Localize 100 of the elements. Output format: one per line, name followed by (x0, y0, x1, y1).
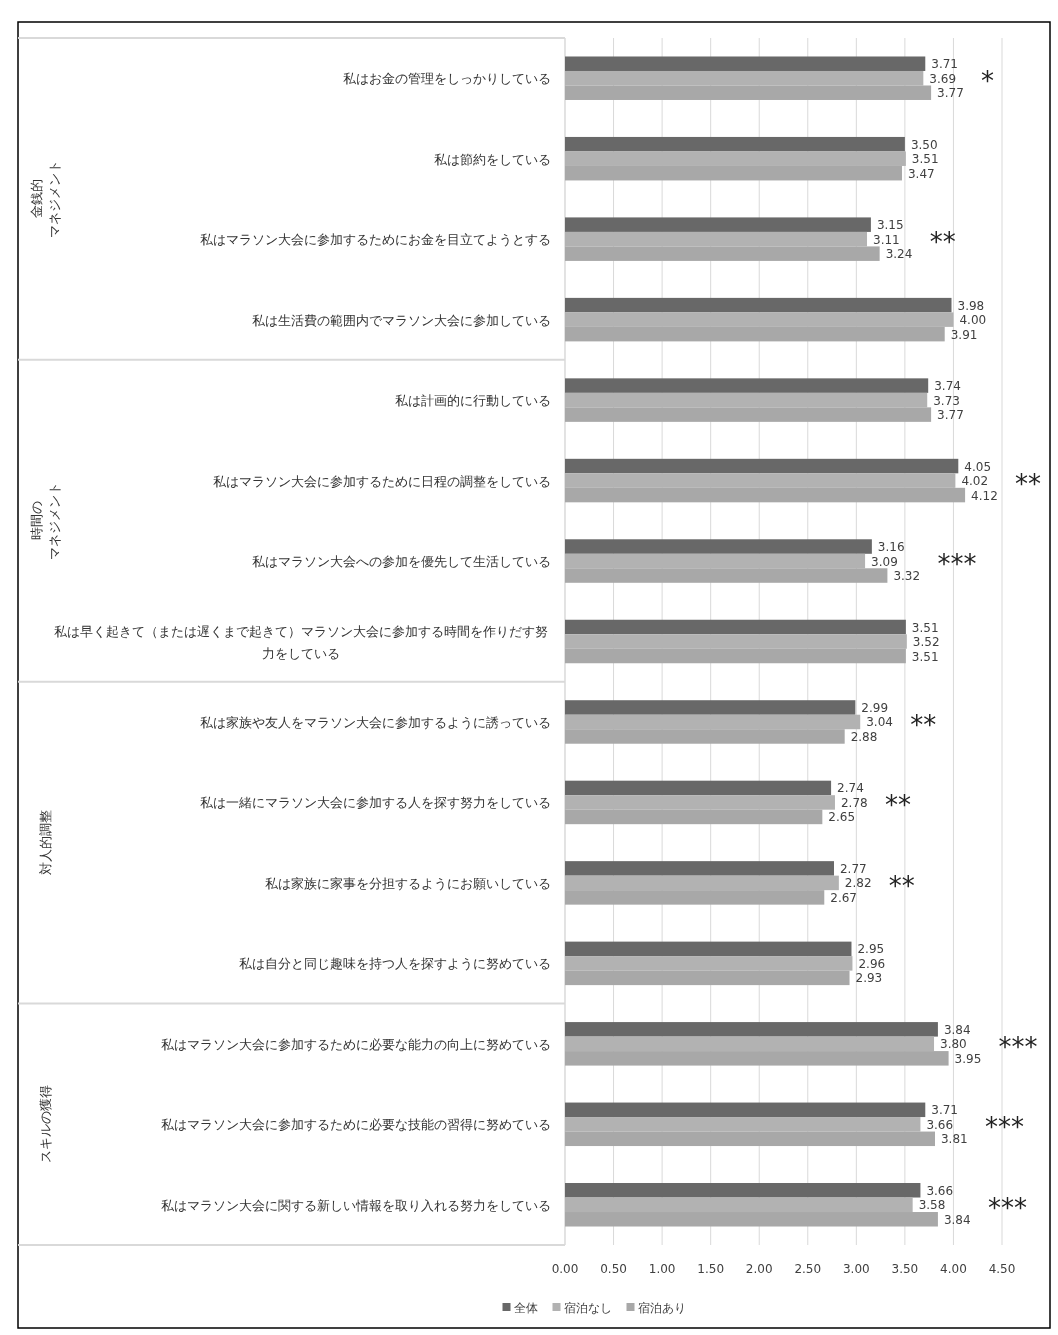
data-label: 3.66 (926, 1183, 954, 1198)
y-tick-label: 私はマラソン大会に参加するために必要な能力の向上に努めている (161, 1036, 551, 1052)
data-label: 3.09 (871, 554, 898, 569)
data-label: 4.02 (961, 474, 989, 489)
data-label: 3.04 (866, 715, 893, 730)
data-label: 3.15 (876, 218, 904, 233)
data-label: 3.69 (929, 71, 957, 86)
annotation: *** (987, 1192, 1027, 1223)
data-label: 2.78 (840, 795, 868, 810)
data-label: 3.51 (911, 620, 939, 635)
data-label: 2.74 (837, 781, 864, 796)
annotation: *** (937, 549, 977, 580)
data-label: 2.67 (830, 890, 858, 905)
bar (565, 1102, 926, 1118)
data-label: 3.32 (893, 569, 921, 584)
bar (565, 1022, 938, 1037)
annotation: *** (984, 1112, 1024, 1143)
x-tick-label: 3.50 (891, 1262, 919, 1276)
y-tick-label: 私は計画的に行動している (395, 393, 551, 409)
bar (565, 56, 926, 71)
data-label: 4.12 (971, 488, 998, 503)
data-label: 3.24 (885, 247, 913, 262)
data-label: 4.05 (964, 459, 992, 474)
y-tick-label: 私はマラソン大会に参加するために日程の調整をしている (213, 473, 551, 489)
data-label: 2.99 (861, 700, 889, 715)
data-label: 3.74 (934, 379, 961, 394)
data-label: 3.58 (918, 1198, 946, 1213)
annotation: *** (998, 1031, 1038, 1062)
data-label: 3.80 (940, 1037, 967, 1052)
legend-label: 宿泊なし (563, 1301, 612, 1315)
data-label: 2.88 (850, 729, 878, 744)
x-tick-label: 0.50 (600, 1262, 627, 1276)
data-label: 2.82 (844, 876, 872, 891)
data-label: 3.71 (931, 57, 958, 72)
data-label: 3.84 (943, 1022, 971, 1037)
x-tick-label: 0.00 (551, 1262, 579, 1276)
y-tick-label: 私はマラソン大会に参加するためにお金を目立てようとする (200, 232, 551, 248)
bar (565, 941, 852, 957)
data-label: 3.16 (877, 540, 905, 555)
x-tick-label: 3.00 (842, 1262, 870, 1276)
annotation: ** (888, 870, 915, 901)
data-label: 3.73 (933, 393, 960, 408)
data-label: 3.91 (950, 327, 978, 342)
data-label: 3.51 (911, 152, 939, 167)
bar (565, 136, 905, 152)
data-label: 3.98 (957, 298, 985, 313)
bar (565, 458, 959, 474)
data-label: 3.47 (907, 166, 935, 181)
legend-label: 宿泊あり (637, 1301, 686, 1315)
data-label: 3.11 (873, 232, 900, 247)
x-tick-label: 2.50 (794, 1262, 822, 1276)
bar (565, 700, 856, 715)
x-tick-label: 4.50 (988, 1262, 1016, 1276)
data-label: 3.95 (954, 1051, 982, 1066)
data-label: 3.77 (937, 86, 964, 101)
bar (565, 861, 834, 876)
y-tick-label: 私は家族や友人をマラソン大会に参加するように誘っている (200, 714, 551, 730)
data-label: 3.71 (931, 1103, 958, 1118)
annotation: * (981, 66, 995, 97)
y-tick-label: 私は早く起きて（または遅くまで起きて）マラソン大会に参加する時間を作りだす努力をしている (54, 623, 548, 661)
annotation: ** (884, 790, 911, 821)
data-label: 3.81 (940, 1132, 968, 1147)
data-label: 2.96 (858, 956, 886, 971)
data-label: 3.84 (943, 1212, 971, 1227)
data-label: 2.95 (857, 942, 885, 957)
y-tick-label: 私は生活費の範囲内でマラソン大会に参加している (252, 312, 551, 328)
annotation: ** (910, 709, 937, 740)
bar (565, 297, 952, 313)
text: 金銭的マネジメント (29, 159, 62, 238)
text: スキルの獲得 (38, 1085, 53, 1164)
data-label: 3.77 (937, 408, 964, 423)
data-label: 4.00 (959, 313, 987, 328)
y-tick-label: 私は節約をしている (434, 151, 551, 167)
x-tick-label: 1.00 (648, 1262, 676, 1276)
y-tick-label: 私はマラソン大会に参加するために必要な技能の習得に努めている (161, 1117, 551, 1133)
y-tick-label: 私はマラソン大会に関する新しい情報を取り入れる努力をしている (161, 1197, 551, 1213)
data-label: 2.93 (855, 971, 883, 986)
x-tick-label: 1.50 (697, 1262, 725, 1276)
data-label: 3.52 (912, 635, 940, 649)
legend-label: 全体 (513, 1301, 538, 1315)
x-tick-label: 4.00 (940, 1262, 967, 1276)
data-label: 2.65 (828, 810, 856, 825)
data-label: 2.77 (840, 861, 867, 876)
data-label: 3.51 (911, 649, 939, 664)
bar (565, 1183, 921, 1198)
bar (565, 378, 929, 393)
y-tick-label: 私はお金の管理をしっかりしている (343, 71, 551, 87)
bar (565, 619, 906, 635)
annotation: ** (929, 227, 956, 258)
x-tick-label: 2.00 (745, 1262, 773, 1276)
data-label: 3.50 (910, 137, 938, 152)
bar (565, 539, 872, 554)
bar (565, 780, 832, 796)
data-label: 3.66 (926, 1117, 954, 1132)
y-tick-label: 私はマラソン大会への参加を優先して生活している (252, 554, 551, 570)
text: 対人的調整 (38, 810, 53, 876)
y-tick-label: 私は自分と同じ趣味を持つ人を探すように努めている (239, 956, 551, 972)
y-tick-label: 私は一緒にマラソン大会に参加する人を探す努力をしている (200, 795, 551, 811)
y-tick-label: 私は家族に家事を分担するようにお願いしている (265, 875, 551, 891)
text: ** (1015, 468, 1042, 499)
